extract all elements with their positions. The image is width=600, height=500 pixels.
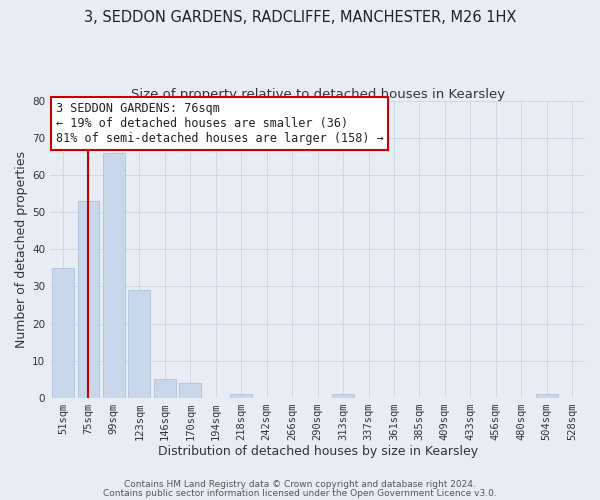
Bar [52, 268, 74, 398]
Text: Contains HM Land Registry data © Crown copyright and database right 2024.: Contains HM Land Registry data © Crown c… [124, 480, 476, 489]
Bar [154, 380, 176, 398]
Bar [77, 201, 99, 398]
Bar [179, 383, 201, 398]
Bar [536, 394, 557, 398]
Bar [332, 394, 354, 398]
Bar [128, 290, 150, 398]
Y-axis label: Number of detached properties: Number of detached properties [15, 150, 28, 348]
Bar [230, 394, 252, 398]
Text: 3, SEDDON GARDENS, RADCLIFFE, MANCHESTER, M26 1HX: 3, SEDDON GARDENS, RADCLIFFE, MANCHESTER… [84, 10, 516, 25]
X-axis label: Distribution of detached houses by size in Kearsley: Distribution of detached houses by size … [158, 444, 478, 458]
Title: Size of property relative to detached houses in Kearsley: Size of property relative to detached ho… [131, 88, 505, 101]
Text: Contains public sector information licensed under the Open Government Licence v3: Contains public sector information licen… [103, 488, 497, 498]
Text: 3 SEDDON GARDENS: 76sqm
← 19% of detached houses are smaller (36)
81% of semi-de: 3 SEDDON GARDENS: 76sqm ← 19% of detache… [56, 102, 383, 145]
Bar [103, 152, 125, 398]
